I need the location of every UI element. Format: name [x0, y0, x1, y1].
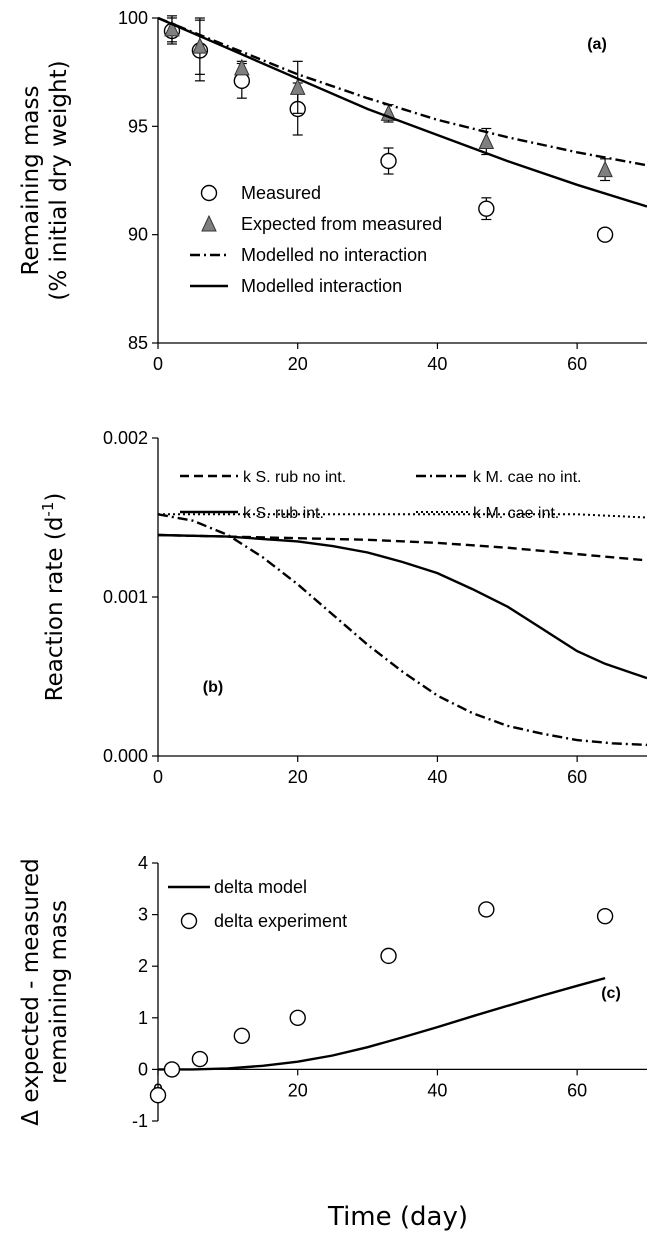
series-delta-experiment-point	[478, 901, 495, 918]
series-expected-from-measured-point	[289, 78, 306, 95]
series-delta-experiment-point	[596, 907, 614, 925]
panel-label: (c)	[601, 985, 621, 1002]
y-tick-label: 100	[118, 8, 148, 28]
panel-label: (a)	[587, 36, 607, 53]
legend-k-m-cae-int--label: k M. cae int.	[473, 505, 559, 522]
y-tick-label: 0	[138, 1059, 148, 1079]
legend-k-s-rub-no-int--label: k S. rub no int.	[243, 469, 346, 486]
series-delta-experiment-point	[233, 1027, 251, 1045]
series-k-s-rub-int--line	[157, 533, 647, 680]
y-axis-label: Reaction rate (d-1)	[39, 493, 68, 702]
y-tick-label: 95	[128, 116, 148, 136]
y-tick-label: 0.001	[103, 587, 148, 607]
series-delta-experiment-point	[163, 1061, 181, 1078]
series-expected-from-measured-point	[164, 19, 180, 37]
legend-delta-experiment-label: delta experiment	[214, 911, 347, 931]
y-tick-label: 3	[138, 905, 148, 925]
series-delta-experiment-point	[191, 1050, 209, 1068]
series-delta-experiment-point	[380, 947, 397, 965]
legend-measured-label: Measured	[241, 183, 321, 203]
x-tick-label: 20	[288, 1080, 308, 1100]
panel-label: (b)	[203, 679, 223, 696]
series-delta-experiment-point	[289, 1009, 306, 1026]
x-tick-label: 60	[567, 1080, 587, 1100]
series-expected-from-measured-point	[234, 58, 250, 76]
series-k-s-rub-no-int--line	[157, 533, 647, 562]
legend-measured-symbol	[200, 184, 218, 202]
y-axis-label-line: remaining mass	[46, 900, 72, 1084]
series-expected-from-measured-point	[192, 36, 208, 54]
x-tick-label: 20	[288, 767, 308, 787]
series-measured-point	[380, 152, 397, 170]
y-axis-label-line: Remaining mass	[18, 86, 44, 276]
x-axis-title: Time (day)	[327, 1202, 468, 1232]
y-tick-label: 0.000	[103, 746, 148, 766]
y-tick-label: -1	[132, 1111, 148, 1131]
panel-a: 85 90 95 100 0 20 40 60 Remaining mass (% initial…	[18, 8, 647, 374]
y-tick-label: 90	[128, 225, 148, 245]
y-axis-label-line: (% initial dry weight)	[46, 60, 72, 300]
y-tick-label: 0.002	[103, 428, 148, 448]
y-tick-label: 85	[128, 333, 148, 353]
series-modelled-interaction-line	[157, 16, 647, 208]
series-delta-experiment-point	[149, 1086, 167, 1104]
series-k-m-cae-int--line	[158, 513, 647, 519]
x-tick-label: 0	[153, 767, 163, 787]
legend-delta-model-label: delta model	[214, 877, 307, 897]
legend-k-m-cae-no-int--label: k M. cae no int.	[473, 469, 582, 486]
x-tick-label: 60	[567, 354, 587, 374]
x-tick-label: 40	[427, 767, 447, 787]
series-modelled-no-interaction-line	[157, 16, 647, 167]
x-tick-label: 0	[153, 354, 163, 374]
legend-modelled-interaction-label: Modelled interaction	[241, 276, 402, 296]
series-expected-from-measured-point	[597, 160, 613, 178]
y-tick-label: 4	[138, 853, 148, 873]
x-tick-label: 40	[427, 1080, 447, 1100]
legend-expected-from-measured-symbol	[201, 214, 217, 232]
y-tick-label: 1	[138, 1008, 148, 1028]
legend-delta-experiment-symbol	[180, 912, 198, 930]
legend-k-s-rub-int--label: k S. rub int.	[243, 505, 324, 522]
series-measured-point	[233, 72, 251, 90]
series-expected-from-measured-point	[478, 132, 495, 149]
series-measured-point	[478, 200, 495, 217]
series-measured-point	[596, 226, 614, 243]
legend-modelled-no-interaction-label: Modelled no interaction	[241, 245, 427, 265]
y-axis-label-line: Δ expected - measured	[18, 858, 44, 1125]
x-tick-label: 60	[567, 767, 587, 787]
x-tick-label: 20	[288, 354, 308, 374]
legend-expected-from-measured-label: Expected from measured	[241, 214, 442, 234]
panel-b: 0.000 0.001 0.002 0 20 40 60 Reaction rate (d-1…	[39, 428, 647, 787]
x-tick-label: 40	[427, 354, 447, 374]
series-k-m-cae-no-int--line	[157, 513, 647, 747]
panel-c: -1012340204060Δ expected - measuredremai…	[18, 853, 647, 1131]
series-delta-model-line	[158, 976, 606, 1071]
y-tick-label: 2	[138, 956, 148, 976]
